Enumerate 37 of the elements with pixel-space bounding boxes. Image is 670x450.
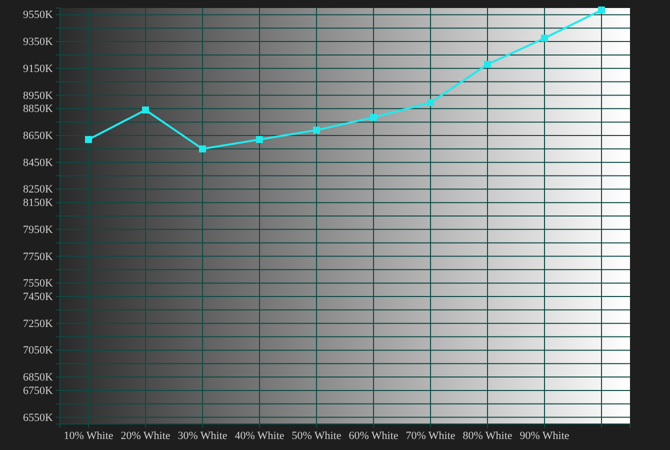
y-tick-label: 8850K <box>23 103 54 116</box>
x-tick-label: 80% White <box>462 430 512 442</box>
point <box>427 99 434 106</box>
y-tick-label: 6750K <box>23 384 54 397</box>
x-tick-label: 20% White <box>120 430 170 442</box>
y-tick-label: 9550K <box>23 9 54 22</box>
point <box>541 34 548 42</box>
point <box>256 136 263 144</box>
x-tick-label: 70% White <box>406 430 456 442</box>
x-tick-label: 30% White <box>178 430 228 442</box>
y-tick-label: 9350K <box>23 36 54 48</box>
y-tick-label: 7950K <box>23 224 54 236</box>
y-tick-label: 7250K <box>23 318 54 330</box>
y-tick-label: 8450K <box>23 156 54 169</box>
x-tick-label: 40% White <box>234 430 284 442</box>
point <box>598 6 605 14</box>
y-tick-label: 8250K <box>23 184 54 196</box>
y-tick-label: 7050K <box>23 344 54 357</box>
y-tick-label: 8650K <box>23 130 54 142</box>
x-tick-label: 10% White <box>64 430 114 442</box>
point <box>142 106 149 114</box>
x-tick-label: 60% White <box>348 430 398 442</box>
y-tick-label: 7450K <box>23 291 54 304</box>
y-tick-label: 8950K <box>23 90 54 102</box>
point <box>484 60 491 68</box>
x-tick-label: 50% White <box>292 430 342 442</box>
x-tick-label: 90% White <box>520 430 570 442</box>
point <box>370 114 377 121</box>
y-tick-label: 9150K <box>23 62 54 75</box>
y-tick-label: 8150K <box>23 197 54 210</box>
point <box>199 145 206 152</box>
y-tick-label: 7750K <box>23 250 54 263</box>
y-tick-label: 7550K <box>23 278 54 290</box>
y-tick-label: 6850K <box>23 372 54 384</box>
y-tick-label: 6550K <box>23 412 54 424</box>
point <box>85 136 92 144</box>
point <box>313 126 320 134</box>
